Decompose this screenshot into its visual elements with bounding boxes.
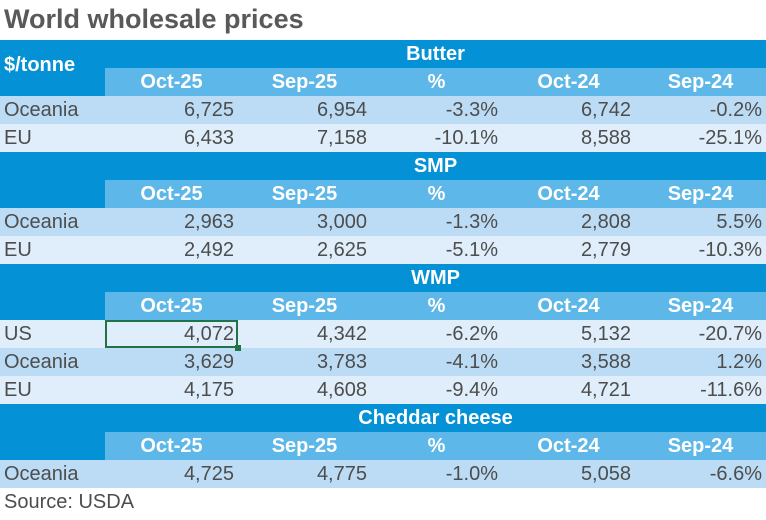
value-cell[interactable]: 8,588 bbox=[502, 124, 635, 152]
value-cell[interactable]: 5.5% bbox=[635, 208, 766, 236]
value-cell[interactable]: 2,808 bbox=[502, 208, 635, 236]
table-row: US 4,072 4,342 -6.2% 5,132 -20.7% bbox=[0, 320, 766, 351]
value-cell[interactable]: 1.2% bbox=[635, 348, 766, 376]
column-header[interactable]: Oct-24 bbox=[502, 292, 635, 320]
region-cell[interactable]: EU bbox=[0, 124, 105, 152]
blank-cell bbox=[0, 404, 105, 432]
blank-cell bbox=[0, 264, 105, 292]
value-cell[interactable]: -0.2% bbox=[635, 96, 766, 124]
value-cell[interactable]: -3.3% bbox=[371, 96, 502, 124]
value-cell[interactable]: -25.1% bbox=[635, 124, 766, 152]
column-header[interactable]: Sep-24 bbox=[635, 292, 766, 320]
table-row: EU 2,492 2,625 -5.1% 2,779 -10.3% bbox=[0, 236, 766, 264]
section-header-row: WMP bbox=[0, 264, 766, 292]
blank-cell bbox=[0, 180, 105, 208]
value-cell[interactable]: 4,342 bbox=[238, 320, 371, 348]
unit-label: $/tonne bbox=[0, 40, 105, 96]
value-cell[interactable]: -9.4% bbox=[371, 376, 502, 404]
region-cell[interactable]: US bbox=[0, 320, 105, 348]
section-title: WMP bbox=[105, 264, 766, 292]
column-header[interactable]: Sep-25 bbox=[238, 292, 371, 320]
table-row: Oceania 6,725 6,954 -3.3% 6,742 -0.2% bbox=[0, 96, 766, 124]
page-title: World wholesale prices bbox=[4, 4, 304, 34]
value-cell[interactable]: -20.7% bbox=[635, 320, 766, 348]
section-title: Cheddar cheese bbox=[105, 404, 766, 432]
column-header[interactable]: Oct-24 bbox=[502, 432, 635, 460]
column-header[interactable]: Oct-25 bbox=[105, 432, 238, 460]
value-cell[interactable]: 7,158 bbox=[238, 124, 371, 152]
region-cell[interactable]: Oceania bbox=[0, 208, 105, 236]
section-title: SMP bbox=[105, 152, 766, 180]
blank-cell bbox=[0, 152, 105, 180]
value-cell[interactable]: 4,608 bbox=[238, 376, 371, 404]
region-cell[interactable]: EU bbox=[0, 236, 105, 264]
value-cell[interactable]: 3,000 bbox=[238, 208, 371, 236]
value-cell[interactable]: 6,954 bbox=[238, 96, 371, 124]
blank-cell bbox=[0, 432, 105, 460]
section-header-row: $/tonne Butter bbox=[0, 40, 766, 96]
value-cell[interactable]: 3,783 bbox=[238, 348, 371, 376]
column-header[interactable]: Sep-25 bbox=[238, 432, 371, 460]
table-row: Oceania 2,963 3,000 -1.3% 2,808 5.5% bbox=[0, 208, 766, 236]
value-cell[interactable]: 2,963 bbox=[105, 208, 238, 236]
value-cell[interactable]: 4,775 bbox=[238, 460, 371, 488]
column-header[interactable]: Sep-25 bbox=[238, 180, 371, 208]
region-cell[interactable]: Oceania bbox=[0, 460, 105, 488]
column-header[interactable]: % bbox=[371, 292, 502, 320]
section-header-row: SMP bbox=[0, 152, 766, 180]
column-header[interactable]: % bbox=[371, 432, 502, 460]
value-cell[interactable]: 2,779 bbox=[502, 236, 635, 264]
table-row: Oceania 3,629 3,783 -4.1% 3,588 1.2% bbox=[0, 348, 766, 376]
value-cell[interactable]: 4,072 bbox=[105, 320, 241, 351]
value-cell[interactable]: -5.1% bbox=[371, 236, 502, 264]
blank-cell bbox=[0, 292, 105, 320]
value-cell[interactable]: -6.6% bbox=[635, 460, 766, 488]
value-cell[interactable]: 5,058 bbox=[502, 460, 635, 488]
value-cell[interactable]: -1.0% bbox=[371, 460, 502, 488]
value-cell[interactable]: -1.3% bbox=[371, 208, 502, 236]
column-header[interactable]: Sep-24 bbox=[635, 432, 766, 460]
region-cell[interactable]: EU bbox=[0, 376, 105, 404]
value-cell[interactable]: -10.3% bbox=[635, 236, 766, 264]
value-cell[interactable]: 6,742 bbox=[502, 96, 635, 124]
value-cell[interactable]: 2,492 bbox=[105, 236, 238, 264]
value-cell[interactable]: 3,629 bbox=[105, 348, 238, 376]
column-header[interactable]: Oct-24 bbox=[502, 180, 635, 208]
value-cell[interactable]: -10.1% bbox=[371, 124, 502, 152]
section-header-row: Cheddar cheese bbox=[0, 404, 766, 432]
region-cell[interactable]: Oceania bbox=[0, 348, 105, 376]
value-cell[interactable]: -11.6% bbox=[635, 376, 766, 404]
region-cell[interactable]: Oceania bbox=[0, 96, 105, 124]
column-header-row: Oct-25 Sep-25% Oct-24 Sep-24 bbox=[0, 432, 766, 460]
column-header[interactable]: Oct-25 bbox=[105, 180, 238, 208]
column-header[interactable]: Oct-25 bbox=[105, 68, 238, 96]
column-header[interactable]: % bbox=[371, 68, 502, 96]
table-row: Oceania 4,725 4,775 -1.0% 5,058 -6.6% bbox=[0, 460, 766, 488]
column-header[interactable]: Sep-24 bbox=[635, 180, 766, 208]
value-cell[interactable]: 4,721 bbox=[502, 376, 635, 404]
value-cell[interactable]: 4,725 bbox=[105, 460, 238, 488]
value-cell[interactable]: 6,725 bbox=[105, 96, 238, 124]
value-cell[interactable]: -4.1% bbox=[371, 348, 502, 376]
section-title: Butter bbox=[105, 40, 766, 68]
value-cell[interactable]: 4,175 bbox=[105, 376, 238, 404]
column-header[interactable]: Sep-24 bbox=[635, 68, 766, 96]
column-header-row: Oct-25 Sep-25% Oct-24 Sep-24 bbox=[0, 180, 766, 208]
value-cell[interactable]: 3,588 bbox=[502, 348, 635, 376]
column-header[interactable]: Sep-25 bbox=[238, 68, 371, 96]
column-header[interactable]: Oct-24 bbox=[502, 68, 635, 96]
column-header[interactable]: % bbox=[371, 180, 502, 208]
table-row: EU 6,433 7,158 -10.1% 8,588 -25.1% bbox=[0, 124, 766, 152]
column-header-row: Oct-25 Sep-25% Oct-24 Sep-24 bbox=[0, 68, 766, 96]
value-cell[interactable]: -6.2% bbox=[371, 320, 502, 348]
source-note: Source: USDA bbox=[0, 488, 766, 516]
column-header-row: Oct-25 Sep-25% Oct-24 Sep-24 bbox=[0, 292, 766, 320]
prices-table: $/tonne Butter Oct-25 Sep-25% Oct-24 Sep-24 Oc… bbox=[0, 40, 766, 516]
value-cell[interactable]: 6,433 bbox=[105, 124, 238, 152]
column-header[interactable]: Oct-25 bbox=[105, 292, 238, 320]
value-cell[interactable]: 5,132 bbox=[502, 320, 635, 348]
value-cell[interactable]: 2,625 bbox=[238, 236, 371, 264]
table-row: EU 4,175 4,608 -9.4% 4,721 -11.6% bbox=[0, 376, 766, 404]
